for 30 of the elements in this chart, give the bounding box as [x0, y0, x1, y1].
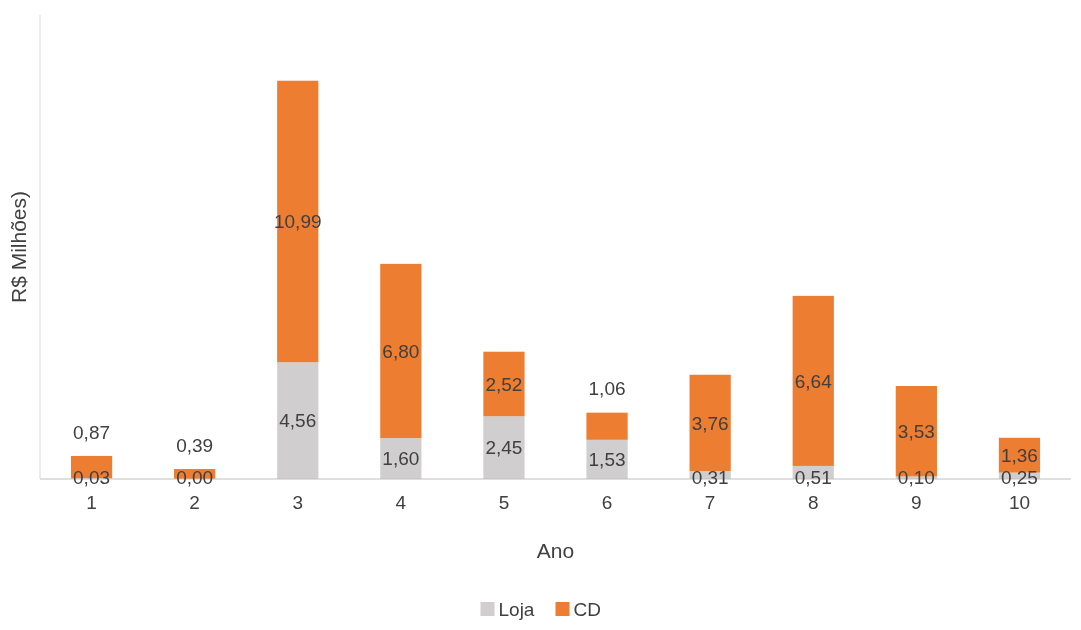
- data-label: 4,56: [279, 410, 317, 432]
- data-label: 3,53: [897, 420, 935, 442]
- data-label: 1,60: [382, 448, 420, 470]
- data-label: 0,31: [691, 466, 729, 488]
- data-label: 6,80: [382, 340, 420, 362]
- data-label: 0,39: [176, 434, 214, 456]
- x-tick-label: 6: [601, 492, 613, 513]
- data-label: 2,52: [485, 373, 523, 395]
- x-axis-title: Ano: [536, 539, 575, 562]
- x-tick-label: 8: [807, 492, 819, 513]
- data-label: 1,36: [1000, 444, 1038, 466]
- x-tick-label: 7: [704, 492, 716, 513]
- data-label: 0,87: [73, 421, 111, 443]
- x-tick-label: 3: [292, 492, 304, 513]
- data-label: 1,06: [588, 378, 626, 400]
- legend-label: CD: [573, 599, 601, 620]
- data-label: 6,64: [794, 370, 833, 392]
- y-axis-title: R$ Milhões): [7, 190, 30, 304]
- data-label: 0,25: [1000, 466, 1038, 488]
- x-tick-label: 10: [1008, 492, 1031, 513]
- data-label: 0,51: [794, 466, 832, 488]
- x-tick-label: 2: [189, 492, 200, 513]
- x-tick-label: 4: [395, 492, 407, 513]
- x-tick-label: 9: [911, 492, 922, 513]
- x-tick-label: 1: [86, 492, 97, 513]
- data-label: 3,76: [691, 412, 729, 434]
- x-tick-label: 5: [498, 492, 510, 513]
- data-label: 2,45: [485, 437, 523, 459]
- legend-label: Loja: [498, 599, 535, 620]
- data-label: 1,53: [588, 449, 626, 471]
